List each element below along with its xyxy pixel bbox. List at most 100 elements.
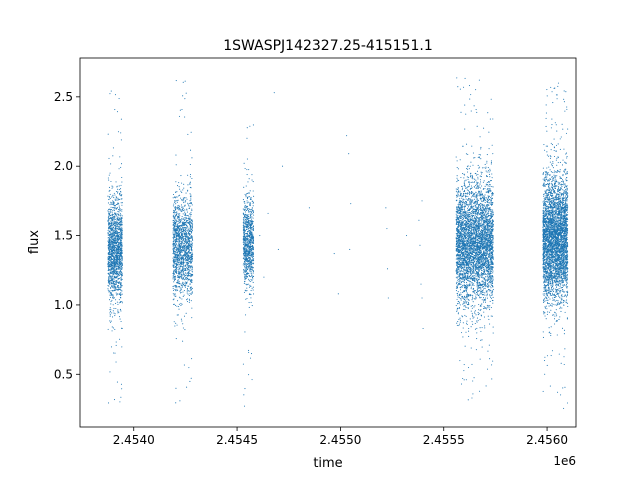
data-point-cluster-2 xyxy=(185,232,187,234)
data-point-cluster-2 xyxy=(191,237,193,239)
data-point-cluster-1 xyxy=(110,303,112,305)
data-point-cluster-4 xyxy=(474,206,477,208)
data-point-cluster-2 xyxy=(173,281,175,283)
data-point-cluster-1 xyxy=(112,155,114,157)
data-point-cluster-4 xyxy=(465,239,467,241)
data-point-cluster-4 xyxy=(464,302,466,304)
data-point-cluster-2 xyxy=(181,275,183,278)
data-point-cluster-4 xyxy=(477,249,479,251)
data-point-cluster-2 xyxy=(175,209,177,211)
data-point-cluster-1 xyxy=(112,204,114,206)
data-point-cluster-3 xyxy=(242,247,245,249)
data-point-cluster-1 xyxy=(108,266,110,268)
data-point-cluster-1 xyxy=(109,292,111,294)
data-point-cluster-4 xyxy=(485,297,487,299)
data-point-cluster-4 xyxy=(471,314,474,316)
data-point-cluster-2 xyxy=(179,271,181,273)
data-point-cluster-3 xyxy=(246,236,248,238)
data-point-cluster-4 xyxy=(470,310,472,312)
data-point-cluster-1 xyxy=(109,251,111,254)
data-point-cluster-2 xyxy=(188,258,190,260)
data-point-cluster-2 xyxy=(186,253,188,255)
data-point-cluster-1 xyxy=(112,201,114,203)
data-point-cluster-1 xyxy=(108,274,111,276)
data-point-cluster-3 xyxy=(252,213,254,215)
data-point-cluster-1 xyxy=(118,258,120,260)
data-point-cluster-1 xyxy=(120,163,123,165)
data-point-cluster-4 xyxy=(459,159,461,161)
data-point-cluster-4 xyxy=(463,216,465,219)
data-point-cluster-2 xyxy=(172,293,174,295)
data-point-cluster-4 xyxy=(482,258,484,260)
data-point-cluster-3 xyxy=(242,363,244,365)
data-point-cluster-2 xyxy=(177,289,179,291)
data-point-cluster-2 xyxy=(174,241,177,244)
data-point-cluster-3 xyxy=(250,261,252,263)
data-point-cluster-4 xyxy=(472,276,475,278)
data-point-cluster-3 xyxy=(247,244,249,246)
data-point-cluster-2 xyxy=(175,322,177,324)
data-point-cluster-1 xyxy=(114,289,117,291)
data-point-cluster-2 xyxy=(191,204,193,206)
data-point-cluster-1 xyxy=(115,272,117,275)
data-point-cluster-1 xyxy=(107,260,109,262)
data-point-cluster-2 xyxy=(185,284,187,287)
data-point-cluster-1 xyxy=(115,181,117,183)
data-point-cluster-3 xyxy=(244,201,246,203)
data-point-cluster-1 xyxy=(120,289,122,291)
data-point-cluster-2 xyxy=(172,248,174,250)
data-point-cluster-1 xyxy=(111,299,113,301)
data-point-cluster-1 xyxy=(115,208,117,210)
data-point-cluster-2 xyxy=(174,304,177,306)
data-point-cluster-4 xyxy=(481,339,483,341)
data-point-cluster-1 xyxy=(113,234,115,236)
data-point-cluster-1 xyxy=(115,236,117,238)
data-point-cluster-4 xyxy=(461,250,463,252)
data-point-cluster-2 xyxy=(182,340,184,342)
data-point-cluster-3 xyxy=(248,260,250,262)
data-point-cluster-1 xyxy=(107,282,109,284)
data-point-cluster-2 xyxy=(179,227,182,229)
data-point-cluster-2 xyxy=(179,242,181,245)
data-point-cluster-3 xyxy=(248,351,250,353)
data-point-cluster-4 xyxy=(476,327,478,329)
data-point-cluster-4 xyxy=(471,279,474,282)
data-point-cluster-2 xyxy=(183,244,185,247)
data-point-cluster-2 xyxy=(185,92,187,94)
data-point-cluster-1 xyxy=(110,291,112,293)
data-point-cluster-4 xyxy=(484,202,486,204)
data-point-cluster-4 xyxy=(468,211,470,213)
data-point-cluster-3 xyxy=(245,250,247,252)
data-point-cluster-3 xyxy=(244,204,246,207)
data-point-cluster-1 xyxy=(118,282,120,284)
data-point-cluster-2 xyxy=(179,297,181,299)
data-point-cluster-2 xyxy=(186,234,188,236)
data-point-cluster-3 xyxy=(250,249,252,251)
data-point-cluster-2 xyxy=(191,275,193,277)
data-point-cluster-1 xyxy=(114,249,116,251)
data-point-cluster-4 xyxy=(461,291,464,293)
data-point-cluster-3 xyxy=(248,230,250,232)
data-point-cluster-3 xyxy=(242,218,244,220)
data-point-cluster-1 xyxy=(113,223,116,225)
data-point-cluster-1 xyxy=(115,288,117,290)
data-point-cluster-1 xyxy=(113,238,115,240)
data-point-cluster-4 xyxy=(489,200,491,202)
data-point-cluster-1 xyxy=(112,229,114,231)
data-point-cluster-2 xyxy=(181,228,183,230)
data-point-cluster-1 xyxy=(112,316,114,318)
data-point-cluster-2 xyxy=(190,278,192,281)
data-point-cluster-3 xyxy=(248,274,250,276)
data-point-cluster-3 xyxy=(250,255,252,257)
data-point-cluster-1 xyxy=(110,233,113,235)
data-point-cluster-3 xyxy=(245,194,247,196)
data-point-cluster-3 xyxy=(250,225,252,227)
data-point-cluster-1 xyxy=(117,213,119,215)
data-point-cluster-2 xyxy=(180,262,182,264)
data-point-cluster-1 xyxy=(113,270,115,273)
data-point-cluster-3 xyxy=(252,241,254,243)
data-point-cluster-1 xyxy=(120,383,123,385)
data-point-cluster-2 xyxy=(184,244,186,246)
data-point-cluster-2 xyxy=(177,248,179,250)
data-point-cluster-2 xyxy=(189,200,191,202)
